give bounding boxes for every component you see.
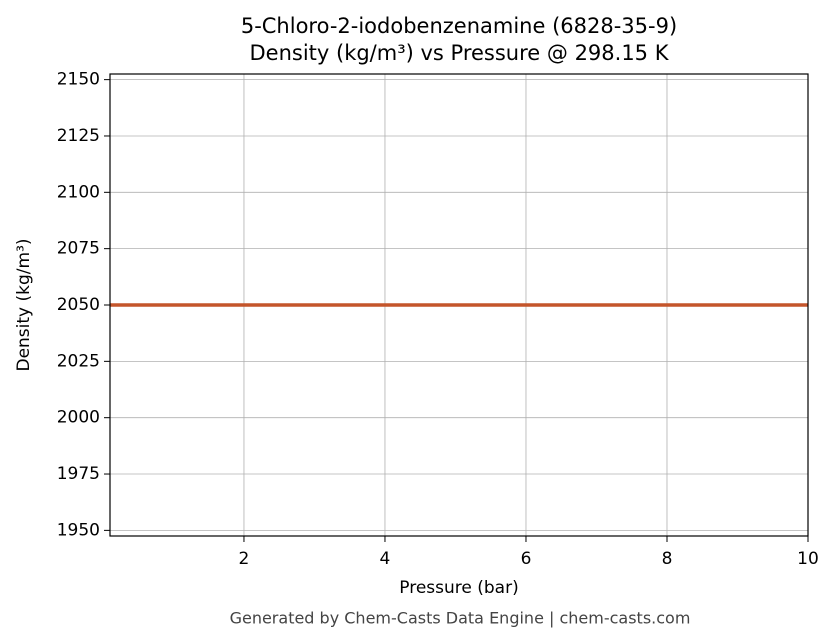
y-tick-label: 2125 [57, 126, 100, 146]
y-tick-label: 2025 [57, 351, 100, 371]
x-tick-label: 10 [797, 549, 819, 569]
y-axis-label: Density (kg/m³) [14, 238, 34, 371]
plot-frame [109, 73, 809, 537]
x-tick-label: 8 [662, 549, 673, 569]
x-tick-label: 4 [380, 549, 391, 569]
y-tick-label: 1950 [57, 520, 100, 540]
x-tick-label: 6 [521, 549, 532, 569]
x-tick-label: 2 [239, 549, 250, 569]
y-tick-label: 2100 [57, 182, 100, 202]
x-axis-label: Pressure (bar) [399, 578, 518, 598]
y-tick-label: 2000 [57, 408, 100, 428]
y-tick-label: 1975 [57, 464, 100, 484]
chart-subtitle: Density (kg/m³) vs Pressure @ 298.15 K [249, 41, 669, 65]
y-tick-label: 2050 [57, 295, 100, 315]
y-tick-label: 2150 [57, 70, 100, 90]
footer: Generated by Chem-Casts Data Engine | ch… [230, 609, 691, 628]
chart-title: 5-Chloro-2-iodobenzenamine (6828-35-9) [241, 14, 677, 38]
y-tick-label: 2075 [57, 239, 100, 259]
